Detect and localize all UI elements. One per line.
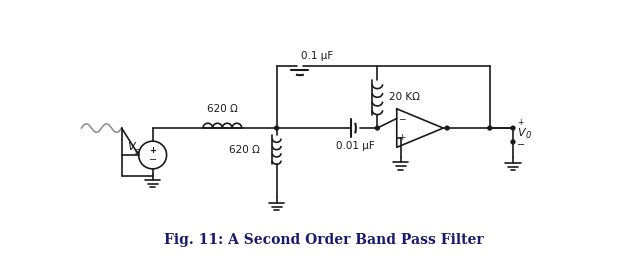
- Circle shape: [275, 126, 279, 130]
- Text: V: V: [127, 142, 135, 152]
- Text: 0.01 μF: 0.01 μF: [336, 141, 375, 151]
- Text: +: +: [517, 118, 523, 127]
- Text: 0: 0: [525, 131, 531, 140]
- Text: +: +: [398, 133, 406, 142]
- Text: V: V: [517, 128, 525, 138]
- Text: +: +: [149, 146, 156, 155]
- Circle shape: [445, 126, 449, 130]
- Text: s: s: [135, 147, 139, 156]
- Text: −: −: [398, 114, 406, 123]
- Circle shape: [511, 140, 515, 144]
- Circle shape: [375, 126, 379, 130]
- Text: −: −: [149, 155, 157, 165]
- Text: 20 KΩ: 20 KΩ: [389, 92, 420, 102]
- Text: −: −: [517, 140, 525, 150]
- Circle shape: [488, 126, 492, 130]
- Text: 0.1 μF: 0.1 μF: [301, 51, 333, 61]
- Text: 620 Ω: 620 Ω: [229, 145, 260, 155]
- Text: 620 Ω: 620 Ω: [207, 104, 238, 114]
- Text: Fig. 11: A Second Order Band Pass Filter: Fig. 11: A Second Order Band Pass Filter: [164, 233, 483, 247]
- Circle shape: [511, 126, 515, 130]
